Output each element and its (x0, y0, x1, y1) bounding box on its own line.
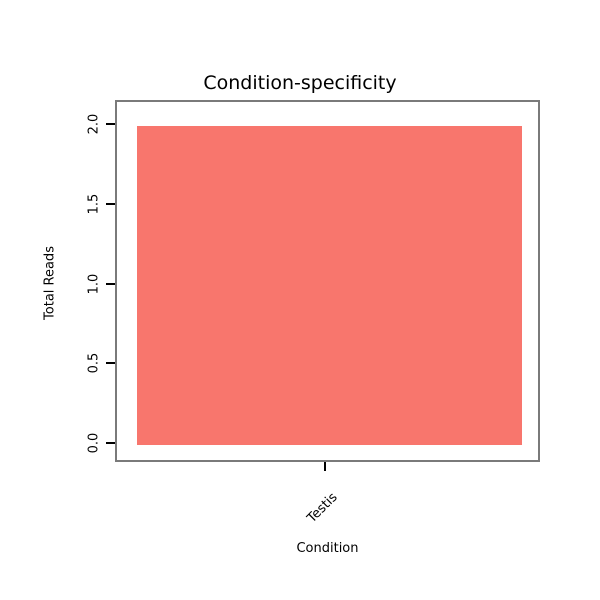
y-tick-mark (106, 123, 115, 125)
y-tick-label: 2.0 (86, 113, 102, 135)
y-tick-mark (106, 442, 115, 444)
x-tick-label-testis: Testis (304, 490, 341, 527)
chart-title: Condition-specificity (203, 72, 397, 94)
bar-testis (137, 126, 522, 445)
x-tick-mark (324, 462, 326, 471)
x-axis-label: Condition (296, 541, 359, 556)
y-tick-mark (106, 282, 115, 285)
plot-area (115, 100, 540, 462)
y-tick-label: 1.5 (86, 193, 102, 215)
y-tick-mark (106, 362, 115, 365)
y-tick-mark (106, 202, 115, 205)
y-axis-label: Total Reads (42, 246, 58, 320)
y-tick-label: 0.5 (86, 352, 102, 374)
y-tick-label: 0.0 (86, 432, 102, 454)
y-tick-label: 1.0 (86, 273, 102, 294)
